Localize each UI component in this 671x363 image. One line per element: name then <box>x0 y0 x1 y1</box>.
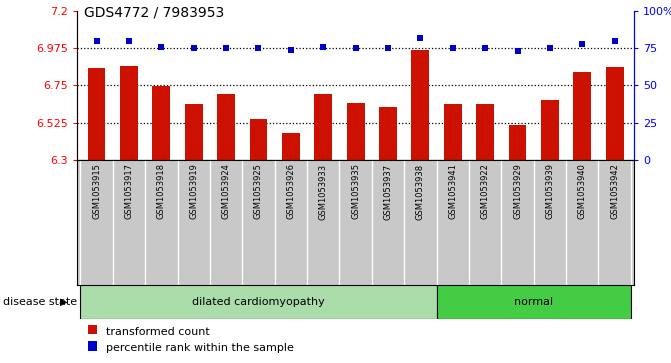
Text: GSM1053918: GSM1053918 <box>157 163 166 220</box>
Text: ▶: ▶ <box>60 297 67 307</box>
Point <box>415 35 426 41</box>
Text: GSM1053937: GSM1053937 <box>384 163 393 220</box>
Bar <box>476 104 494 160</box>
Text: GSM1053919: GSM1053919 <box>189 163 198 219</box>
Bar <box>88 68 105 160</box>
Bar <box>541 100 559 160</box>
Text: GDS4772 / 7983953: GDS4772 / 7983953 <box>84 5 224 20</box>
Point <box>448 45 458 51</box>
Point <box>480 45 491 51</box>
Bar <box>217 94 235 160</box>
Bar <box>314 94 332 160</box>
Text: GSM1053915: GSM1053915 <box>92 163 101 219</box>
Bar <box>120 66 138 160</box>
Bar <box>444 104 462 160</box>
Text: GSM1053917: GSM1053917 <box>125 163 134 220</box>
Bar <box>347 103 364 160</box>
Bar <box>437 285 631 319</box>
Point <box>512 48 523 54</box>
Bar <box>282 133 300 160</box>
Text: GSM1053926: GSM1053926 <box>287 163 295 220</box>
Point <box>577 41 588 46</box>
Bar <box>89 325 97 334</box>
Point <box>189 45 199 51</box>
Point <box>253 45 264 51</box>
Text: GSM1053925: GSM1053925 <box>254 163 263 219</box>
Text: GSM1053935: GSM1053935 <box>351 163 360 220</box>
Text: normal: normal <box>514 297 554 307</box>
Point <box>350 45 361 51</box>
Bar <box>411 50 429 160</box>
Point <box>285 47 296 53</box>
Bar <box>379 107 397 160</box>
Text: GSM1053938: GSM1053938 <box>416 163 425 220</box>
Point <box>91 38 102 44</box>
Point <box>221 45 231 51</box>
Text: GSM1053929: GSM1053929 <box>513 163 522 219</box>
Text: transformed count: transformed count <box>105 327 209 337</box>
Point <box>545 45 556 51</box>
Bar <box>606 67 623 160</box>
Text: GSM1053924: GSM1053924 <box>221 163 231 219</box>
Point <box>318 44 329 49</box>
Text: dilated cardiomyopathy: dilated cardiomyopathy <box>192 297 325 307</box>
Bar <box>89 341 97 351</box>
Text: GSM1053942: GSM1053942 <box>610 163 619 219</box>
Point <box>156 44 166 49</box>
Text: GSM1053941: GSM1053941 <box>448 163 457 219</box>
Text: GSM1053940: GSM1053940 <box>578 163 586 219</box>
Text: GSM1053922: GSM1053922 <box>480 163 490 219</box>
Point <box>382 45 393 51</box>
Point <box>609 38 620 44</box>
Bar <box>152 86 170 160</box>
Point <box>123 38 134 44</box>
Text: GSM1053939: GSM1053939 <box>546 163 554 220</box>
Bar <box>185 104 203 160</box>
Text: GSM1053933: GSM1053933 <box>319 163 327 220</box>
Bar <box>250 119 268 160</box>
Text: disease state: disease state <box>3 297 77 307</box>
Bar <box>574 72 591 160</box>
Bar <box>509 125 527 160</box>
Text: percentile rank within the sample: percentile rank within the sample <box>105 343 293 353</box>
Bar <box>81 285 437 319</box>
